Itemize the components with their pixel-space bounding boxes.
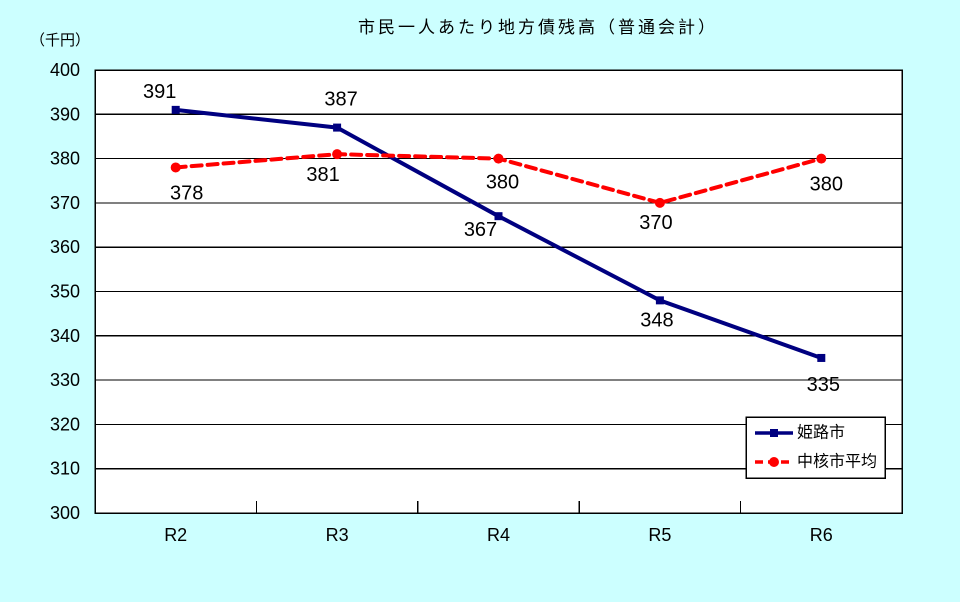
legend-box: [745, 416, 886, 479]
plot-border: [94, 69, 903, 514]
y-tick-label: 370: [50, 193, 80, 213]
y-tick-label: 320: [50, 414, 80, 434]
y-tick-label: 340: [50, 326, 80, 346]
y-tick-label: 360: [50, 237, 80, 257]
data-label: 348: [640, 309, 673, 331]
data-point-marker: [817, 353, 826, 362]
x-tick-label: R3: [326, 525, 349, 545]
data-label: 381: [306, 164, 339, 186]
chart-title: 市民一人あたり地方債残高（普通会計）: [358, 18, 718, 37]
y-tick-label: 400: [50, 60, 80, 80]
x-tick-label: R6: [810, 525, 833, 545]
data-label: 380: [486, 172, 519, 194]
legend-label: 中核市平均: [797, 453, 877, 471]
data-point-marker: [494, 212, 503, 221]
data-point-marker: [332, 149, 343, 160]
legend-marker: [770, 429, 778, 437]
data-point-marker: [816, 153, 827, 164]
data-label: 391: [143, 81, 176, 103]
y-tick-label: 300: [50, 503, 80, 523]
y-tick-label: 310: [50, 459, 80, 479]
data-label: 370: [639, 212, 672, 234]
data-label: 380: [810, 174, 843, 196]
data-label: 378: [170, 182, 203, 204]
x-tick-label: R5: [648, 525, 671, 545]
data-point-marker: [333, 123, 342, 132]
data-point-marker: [171, 105, 180, 114]
x-tick-label: R2: [164, 525, 187, 545]
y-tick-label: 330: [50, 370, 80, 390]
data-point-marker: [170, 162, 181, 173]
y-tick-label: 350: [50, 282, 80, 302]
data-point-marker: [655, 296, 664, 305]
data-label: 367: [464, 219, 497, 241]
x-tick-label: R4: [487, 525, 510, 545]
y-axis-unit-label: （千円）: [30, 32, 90, 49]
legend-label: 姫路市: [797, 424, 845, 442]
y-tick-label: 390: [50, 104, 80, 124]
data-label: 335: [807, 374, 840, 396]
data-point-marker: [493, 153, 504, 164]
data-label: 387: [324, 89, 357, 111]
legend-marker: [769, 457, 779, 467]
plot-area: 391 387 367 348 335 378 381 380 370 380 300 310 320 3…: [50, 60, 903, 545]
y-tick-label: 380: [50, 149, 80, 169]
data-point-marker: [654, 197, 665, 208]
